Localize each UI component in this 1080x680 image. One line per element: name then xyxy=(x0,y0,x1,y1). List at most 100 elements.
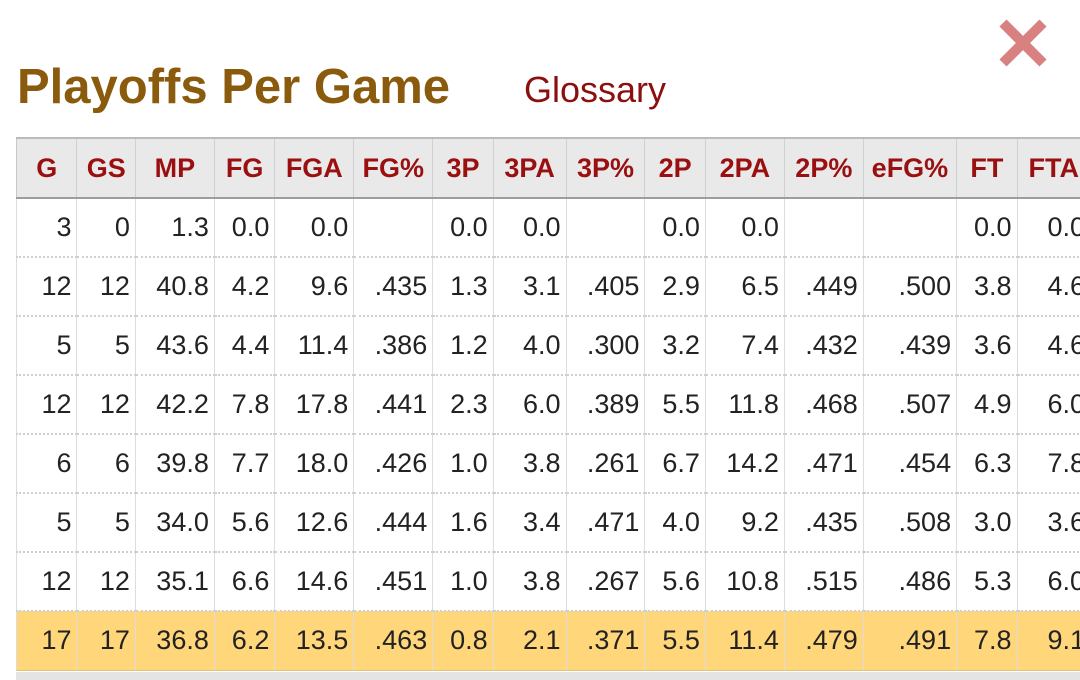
table-cell: 5 xyxy=(76,316,136,376)
playoffs-stats-table: G GS MP FG FGA FG% 3P 3PA 3P% 2P 2PA 2P%… xyxy=(16,137,1080,671)
table-cell: 11.4 xyxy=(274,316,354,376)
table-cell: 11.8 xyxy=(704,375,785,435)
table-cell: 17 xyxy=(16,611,77,671)
table-cell: 0.0 xyxy=(704,198,785,258)
table-cell: 2.3 xyxy=(432,375,494,435)
table-footer-strip xyxy=(16,672,1080,680)
table-cell: 17 xyxy=(76,611,136,671)
column-header-mp[interactable]: MP xyxy=(134,137,215,199)
table-cell: 34.0 xyxy=(134,493,215,553)
table-cell: 3.6 xyxy=(956,316,1018,376)
table-cell: 4.6 xyxy=(1016,316,1080,376)
stats-table-container[interactable]: G GS MP FG FGA FG% 3P 3PA 3P% 2P 2PA 2P%… xyxy=(16,137,1080,680)
table-cell: .261 xyxy=(565,434,645,494)
table-row: 12 12 42.2 7.8 17.8.441 2.3 6.0.389 5.5 11.8.468… xyxy=(16,375,1080,435)
column-header-fta[interactable]: FTA xyxy=(1016,137,1080,199)
table-cell: 35.1 xyxy=(134,552,215,612)
column-header-fg-pct[interactable]: FG% xyxy=(353,137,433,199)
table-cell: 1.0 xyxy=(432,434,494,494)
table-cell: .449 xyxy=(783,257,864,317)
table-cell: 5 xyxy=(76,493,136,553)
table-cell: 3.8 xyxy=(492,552,566,612)
table-cell xyxy=(862,198,957,258)
table-cell: .500 xyxy=(862,257,957,317)
table-cell: 4.2 xyxy=(213,257,275,317)
table-cell: 7.8 xyxy=(956,611,1018,671)
table-cell: 18.0 xyxy=(274,434,354,494)
table-cell: 6.0 xyxy=(492,375,566,435)
table-cell: .267 xyxy=(565,552,645,612)
table-cell: .386 xyxy=(353,316,433,376)
table-cell: 12 xyxy=(16,257,77,317)
table-cell: 14.2 xyxy=(704,434,785,494)
table-row: 3 0 1.3 0.0 0.0 0.0 0.0 0.0 0.0 0.0 0.0 xyxy=(16,198,1080,258)
table-cell: 12 xyxy=(76,552,136,612)
table-cell: 0 xyxy=(76,198,136,258)
glossary-link[interactable]: Glossary xyxy=(524,69,667,110)
table-cell: .444 xyxy=(353,493,433,553)
column-header-3pa[interactable]: 3PA xyxy=(492,137,566,199)
table-cell: 9.2 xyxy=(704,493,785,553)
table-cell: 7.8 xyxy=(213,375,275,435)
table-cell: .479 xyxy=(783,611,864,671)
column-header-2p[interactable]: 2P xyxy=(644,137,706,199)
table-cell xyxy=(565,198,645,258)
table-cell: 3.6 xyxy=(1016,493,1080,553)
table-cell: 3.1 xyxy=(492,257,566,317)
table-cell: .463 xyxy=(353,611,433,671)
table-cell: 2.1 xyxy=(492,611,566,671)
table-cell: 12.6 xyxy=(274,493,354,553)
table-cell: 4.6 xyxy=(1016,257,1080,317)
table-cell: 4.9 xyxy=(956,375,1018,435)
table-header-row: G GS MP FG FGA FG% 3P 3PA 3P% 2P 2PA 2P%… xyxy=(16,137,1080,199)
table-cell: .454 xyxy=(862,434,957,494)
table-cell: 5.6 xyxy=(213,493,275,553)
table-cell: 6.5 xyxy=(704,257,785,317)
table-cell: 36.8 xyxy=(134,611,215,671)
table-cell: 14.6 xyxy=(274,552,354,612)
column-header-3p-pct[interactable]: 3P% xyxy=(565,137,645,199)
table-cell: 3.8 xyxy=(492,434,566,494)
table-cell: 0.8 xyxy=(432,611,494,671)
table-cell: 43.6 xyxy=(134,316,215,376)
table-cell: 9.1 xyxy=(1016,611,1080,671)
column-header-3p[interactable]: 3P xyxy=(432,137,494,199)
table-cell: 3.2 xyxy=(644,316,706,376)
column-header-g[interactable]: G xyxy=(16,137,77,199)
table-cell: .435 xyxy=(783,493,864,553)
table-cell: 5.5 xyxy=(644,375,706,435)
column-header-fga[interactable]: FGA xyxy=(274,137,354,199)
table-cell: .507 xyxy=(862,375,957,435)
table-cell: 6.6 xyxy=(213,552,275,612)
table-cell: 5.3 xyxy=(956,552,1018,612)
table-cell: 3.4 xyxy=(492,493,566,553)
close-icon[interactable] xyxy=(996,16,1050,70)
table-cell: 39.8 xyxy=(134,434,215,494)
table-cell: 1.2 xyxy=(432,316,494,376)
table-cell: 0.0 xyxy=(1016,198,1080,258)
table-cell xyxy=(353,198,433,258)
table-cell: 0.0 xyxy=(213,198,275,258)
table-cell: .515 xyxy=(783,552,864,612)
table-cell: 1.0 xyxy=(432,552,494,612)
table-cell: 1.3 xyxy=(134,198,215,258)
table-cell: 7.8 xyxy=(1016,434,1080,494)
column-header-fg[interactable]: FG xyxy=(213,137,275,199)
table-cell: 6 xyxy=(76,434,136,494)
table-cell: .441 xyxy=(353,375,433,435)
column-header-ft[interactable]: FT xyxy=(956,137,1018,199)
table-cell: 6.7 xyxy=(644,434,706,494)
table-body: 3 0 1.3 0.0 0.0 0.0 0.0 0.0 0.0 0.0 0.0 12 12 40.8 4.2… xyxy=(16,198,1080,671)
table-cell: 6.3 xyxy=(956,434,1018,494)
table-cell: .486 xyxy=(862,552,957,612)
column-header-efg-pct[interactable]: eFG% xyxy=(862,137,957,199)
table-cell: .300 xyxy=(565,316,645,376)
column-header-2p-pct[interactable]: 2P% xyxy=(783,137,864,199)
table-cell: 12 xyxy=(76,375,136,435)
column-header-2pa[interactable]: 2PA xyxy=(704,137,785,199)
table-cell: 5.5 xyxy=(644,611,706,671)
page-title: Playoffs Per Game xyxy=(17,60,451,114)
table-cell: .451 xyxy=(353,552,433,612)
column-header-gs[interactable]: GS xyxy=(76,137,136,199)
